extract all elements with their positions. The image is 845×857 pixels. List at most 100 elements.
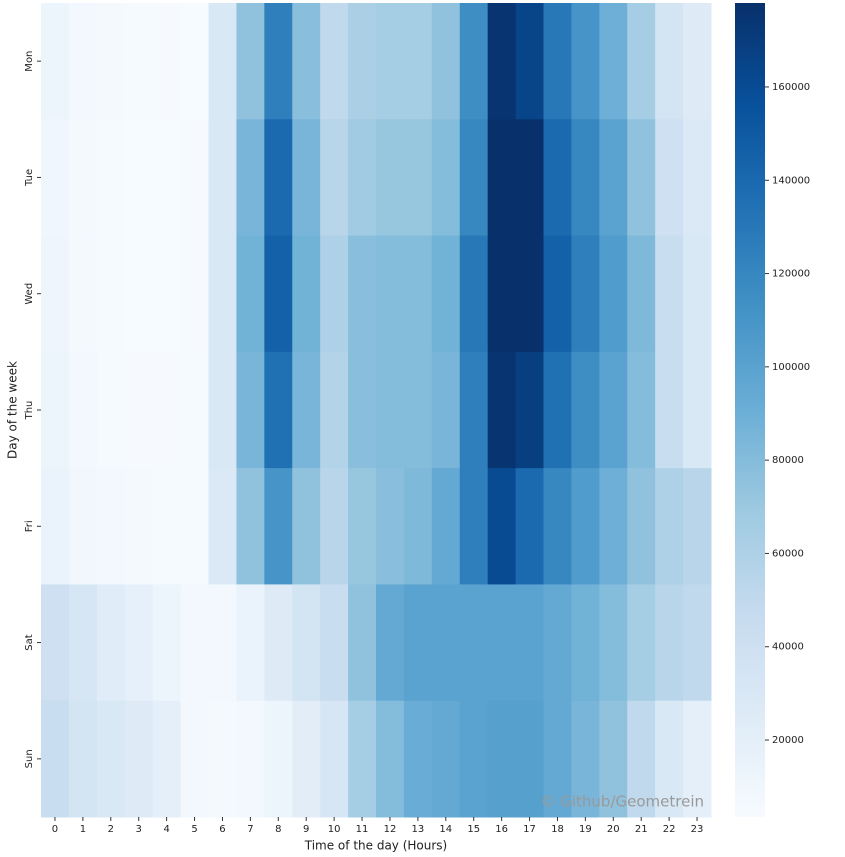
- heatmap-cell: [68, 119, 98, 237]
- heatmap-cell: [152, 235, 182, 353]
- heatmap-cell: [236, 119, 265, 237]
- x-axis-title: Time of the day (Hours): [304, 839, 447, 853]
- heatmap-cell: [487, 468, 517, 585]
- heatmap-cell: [208, 468, 237, 585]
- heatmap-cell: [348, 468, 377, 585]
- y-tick-label: Tue: [24, 169, 35, 187]
- heatmap-cell: [403, 3, 433, 120]
- heatmap-cell: [348, 351, 377, 469]
- heatmap-cell: [543, 235, 572, 353]
- heatmap-cell: [431, 351, 461, 469]
- heatmap-cell: [543, 468, 572, 585]
- heatmap-cell: [68, 351, 98, 469]
- heatmap-cell: [376, 468, 405, 585]
- heatmap-cell: [627, 119, 656, 237]
- heatmap-cell: [320, 584, 349, 702]
- heatmap-cell: [515, 119, 544, 237]
- heatmap-cell: [264, 351, 293, 469]
- heatmap-cell: [515, 351, 544, 469]
- x-tick-label: 5: [191, 824, 197, 835]
- heatmap-cell: [459, 119, 489, 237]
- colorbar-tick-label: 140000: [772, 175, 810, 186]
- heatmap-cell: [348, 119, 377, 237]
- heatmap-cell: [292, 351, 321, 469]
- heatmap-cell: [487, 351, 517, 469]
- y-tick-label: Wed: [24, 283, 35, 305]
- heatmap-cell: [68, 235, 98, 353]
- heatmap-cell: [403, 584, 433, 702]
- colorbar-tick-label: 20000: [772, 735, 804, 746]
- heatmap-cell: [627, 700, 656, 818]
- colorbar-tick-label: 100000: [772, 362, 810, 373]
- heatmap-cell: [208, 119, 237, 237]
- heatmap-cell: [655, 584, 684, 702]
- x-tick-label: 11: [356, 824, 369, 835]
- heatmap-cell: [515, 468, 544, 585]
- x-tick-label: 0: [52, 824, 58, 835]
- y-tick-label: Fri: [24, 520, 35, 532]
- heatmap-cell: [320, 468, 349, 585]
- heatmap-cell: [320, 119, 349, 237]
- y-tick-label: Thu: [24, 401, 35, 421]
- heatmap-cell: [41, 3, 70, 120]
- heatmap-cell: [571, 700, 600, 818]
- heatmap-cell: [124, 468, 154, 585]
- x-tick-label: 14: [439, 824, 452, 835]
- heatmap-cell: [68, 468, 98, 585]
- heatmap-cell: [180, 700, 209, 818]
- x-tick-label: 6: [219, 824, 225, 835]
- x-tick-label: 22: [663, 824, 676, 835]
- heatmap-cell: [487, 119, 517, 237]
- x-tick-label: 4: [163, 824, 169, 835]
- heatmap-cell: [683, 119, 712, 237]
- x-tick-label: 18: [551, 824, 564, 835]
- heatmap-cell: [515, 700, 544, 818]
- heatmap-cell: [152, 3, 182, 120]
- heatmap-cell: [124, 3, 154, 120]
- heatmap-cell: [431, 584, 461, 702]
- heatmap-cell: [543, 351, 572, 469]
- x-tick-label: 8: [275, 824, 281, 835]
- heatmap-cell: [41, 468, 70, 585]
- heatmap-cell: [627, 3, 656, 120]
- heatmap-cell: [264, 700, 293, 818]
- heatmap-cell: [180, 584, 209, 702]
- heatmap-cell: [403, 700, 433, 818]
- heatmap-cell: [152, 468, 182, 585]
- heatmap-cell: [320, 3, 349, 120]
- watermark: © Github/Geometrein: [540, 793, 704, 811]
- heatmap-cell: [292, 584, 321, 702]
- heatmap-cell: [292, 468, 321, 585]
- x-tick-label: 16: [495, 824, 508, 835]
- heatmap-cell: [376, 351, 405, 469]
- x-tick-label: 17: [523, 824, 536, 835]
- y-tick-label: Sat: [24, 634, 35, 650]
- heatmap-cell: [487, 584, 517, 702]
- heatmap-cell: [655, 3, 684, 120]
- heatmap-cell: [264, 3, 293, 120]
- x-tick-label: 21: [635, 824, 648, 835]
- heatmap-cell: [292, 119, 321, 237]
- heatmap-cell: [543, 3, 572, 120]
- heatmap-cell: [41, 119, 70, 237]
- heatmap-cell: [487, 235, 517, 353]
- heatmap-cell: [403, 119, 433, 237]
- heatmap-cell: [683, 235, 712, 353]
- heatmap-cell: [571, 235, 600, 353]
- heatmap-cell: [376, 700, 405, 818]
- heatmap-cell: [683, 584, 712, 702]
- heatmap-cell: [208, 235, 237, 353]
- heatmap-cell: [571, 119, 600, 237]
- x-tick-label: 3: [136, 824, 142, 835]
- heatmap-cell: [348, 3, 377, 120]
- heatmap-cell: [236, 468, 265, 585]
- colorbar-tick-label: 160000: [772, 82, 810, 93]
- heatmap-cell: [208, 3, 237, 120]
- heatmap-cell: [41, 584, 70, 702]
- heatmap-cell: [543, 119, 572, 237]
- heatmap-cell: [683, 351, 712, 469]
- x-tick-label: 7: [247, 824, 253, 835]
- heatmap-cell: [431, 468, 461, 585]
- colorbar: [735, 3, 765, 817]
- heatmap-cell: [152, 700, 182, 818]
